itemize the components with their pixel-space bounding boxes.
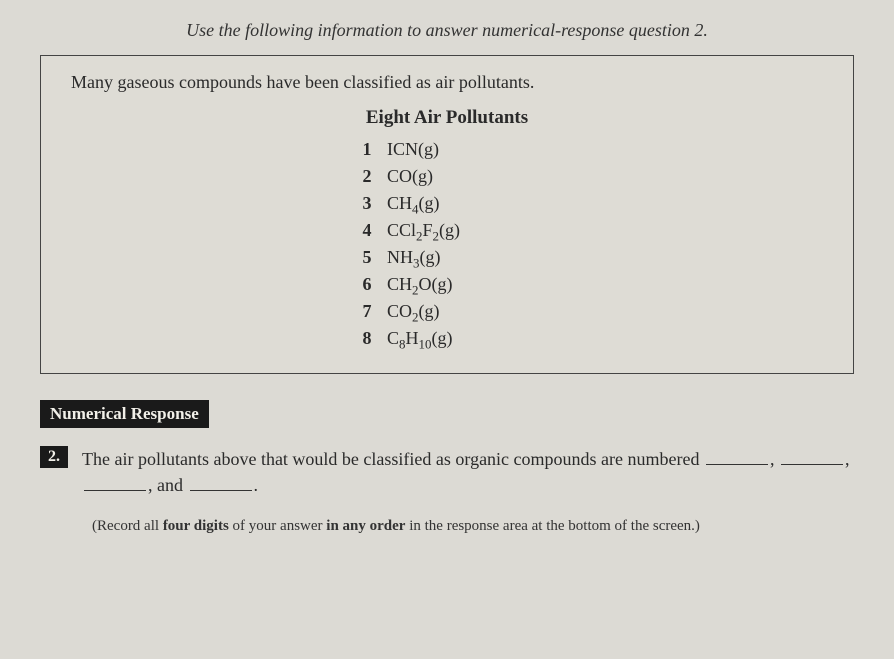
pollutant-list: 1ICN(g)2CO(g)3CH4(g)4CCl2F2(g)5NH3(g)6CH… [71, 139, 823, 349]
note-a: (Record all [92, 518, 163, 534]
pollutant-formula: CCl2F2(g) [387, 220, 547, 241]
pollutant-formula: CH4(g) [387, 193, 547, 214]
pollutant-row: 5NH3(g) [347, 247, 547, 268]
answer-blank-1[interactable] [706, 447, 768, 465]
pollutant-row: 7CO2(g) [347, 301, 547, 322]
note-b: four digits [163, 518, 229, 534]
pollutant-formula: CO2(g) [387, 301, 547, 322]
answer-blank-2[interactable] [781, 447, 843, 465]
pollutant-row: 2CO(g) [347, 166, 547, 187]
answer-blank-4[interactable] [190, 473, 252, 491]
page-instruction: Use the following information to answer … [40, 20, 854, 41]
question-number: 2. [40, 446, 68, 468]
question-and: , and [148, 475, 183, 495]
info-intro: Many gaseous compounds have been classif… [71, 72, 823, 93]
pollutant-number: 3 [347, 193, 387, 214]
pollutant-formula: NH3(g) [387, 247, 547, 268]
question-text-before: The air pollutants above that would be c… [82, 449, 699, 469]
question-text: The air pollutants above that would be c… [82, 446, 854, 498]
pollutant-number: 8 [347, 328, 387, 349]
pollutant-row: 8C8H10(g) [347, 328, 547, 349]
question-period: . [254, 475, 259, 495]
answer-blank-3[interactable] [84, 473, 146, 491]
note-e: in the response area at the bottom of th… [405, 518, 699, 534]
pollutant-number: 4 [347, 220, 387, 241]
pollutant-formula: CO(g) [387, 166, 547, 187]
pollutant-row: 3CH4(g) [347, 193, 547, 214]
pollutant-number: 5 [347, 247, 387, 268]
list-title: Eight Air Pollutants [71, 107, 823, 129]
question-block: 2. The air pollutants above that would b… [40, 446, 854, 498]
pollutant-formula: C8H10(g) [387, 328, 547, 349]
pollutant-row: 4CCl2F2(g) [347, 220, 547, 241]
info-box: Many gaseous compounds have been classif… [40, 55, 854, 374]
pollutant-row: 6CH2O(g) [347, 274, 547, 295]
pollutant-row: 1ICN(g) [347, 139, 547, 160]
pollutant-number: 7 [347, 301, 387, 322]
pollutant-number: 6 [347, 274, 387, 295]
pollutant-formula: ICN(g) [387, 139, 547, 160]
note-d: in any order [326, 518, 405, 534]
numerical-response-badge: Numerical Response [40, 400, 209, 428]
record-note: (Record all four digits of your answer i… [92, 518, 854, 535]
pollutant-number: 2 [347, 166, 387, 187]
pollutant-formula: CH2O(g) [387, 274, 547, 295]
pollutant-number: 1 [347, 139, 387, 160]
note-c: of your answer [229, 518, 326, 534]
